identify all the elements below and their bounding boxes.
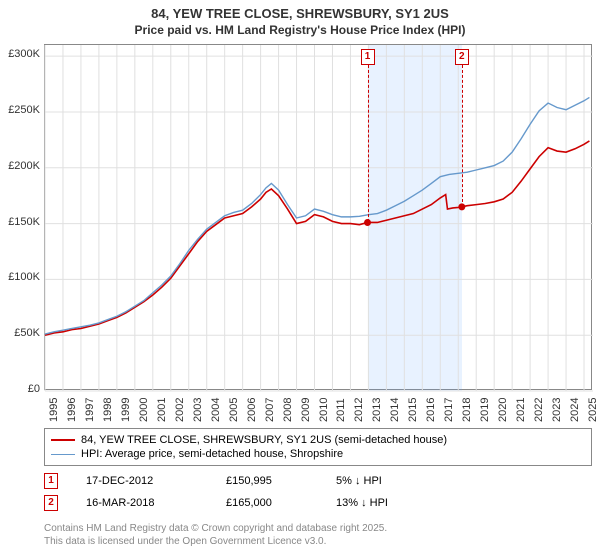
sale-diff: 5% ↓ HPI — [336, 475, 436, 487]
ytick-label: £250K — [0, 104, 40, 116]
ytick-label: £50K — [0, 327, 40, 339]
chart-marker-line — [462, 65, 463, 207]
ytick-label: £200K — [0, 160, 40, 172]
xtick-label: 2017 — [443, 398, 455, 422]
legend-label: 84, YEW TREE CLOSE, SHREWSBURY, SY1 2US … — [81, 434, 447, 446]
xtick-label: 2001 — [156, 398, 168, 422]
xtick-label: 2010 — [318, 398, 330, 422]
legend-item: 84, YEW TREE CLOSE, SHREWSBURY, SY1 2US … — [51, 433, 585, 447]
xtick-label: 2014 — [389, 398, 401, 422]
xtick-label: 2011 — [335, 398, 347, 422]
xtick-label: 2022 — [533, 398, 545, 422]
title-line2: Price paid vs. HM Land Registry's House … — [0, 23, 600, 39]
xtick-label: 2016 — [425, 398, 437, 422]
legend-swatch — [51, 454, 75, 455]
sale-diff: 13% ↓ HPI — [336, 497, 436, 509]
sale-date: 17-DEC-2012 — [86, 475, 226, 487]
sale-date: 16-MAR-2018 — [86, 497, 226, 509]
xtick-label: 2009 — [300, 398, 312, 422]
xtick-label: 2006 — [246, 398, 258, 422]
ytick-label: £300K — [0, 48, 40, 60]
xtick-label: 2021 — [515, 398, 527, 422]
xtick-label: 1996 — [66, 398, 78, 422]
xtick-label: 2005 — [228, 398, 240, 422]
sale-marker: 1 — [44, 473, 58, 489]
title-line1: 84, YEW TREE CLOSE, SHREWSBURY, SY1 2US — [0, 0, 600, 23]
legend-label: HPI: Average price, semi-detached house,… — [81, 448, 343, 460]
xtick-label: 2020 — [497, 398, 509, 422]
legend-item: HPI: Average price, semi-detached house,… — [51, 447, 585, 461]
xtick-label: 1999 — [120, 398, 132, 422]
xtick-label: 2004 — [210, 398, 222, 422]
legend-box: 84, YEW TREE CLOSE, SHREWSBURY, SY1 2US … — [44, 428, 592, 466]
ytick-label: £100K — [0, 271, 40, 283]
xtick-label: 1998 — [102, 398, 114, 422]
xtick-label: 1997 — [84, 398, 96, 422]
xtick-label: 2012 — [353, 398, 365, 422]
xtick-label: 2023 — [551, 398, 563, 422]
sale-price: £165,000 — [226, 497, 336, 509]
legend-swatch — [51, 439, 75, 441]
chart-marker: 1 — [361, 49, 375, 65]
xtick-label: 2015 — [407, 398, 419, 422]
sale-marker: 2 — [44, 495, 58, 511]
xtick-label: 2024 — [569, 398, 581, 422]
xtick-label: 2019 — [479, 398, 491, 422]
footer-line2: This data is licensed under the Open Gov… — [44, 535, 387, 548]
sale-row: 2 16-MAR-2018£165,00013% ↓ HPI — [44, 492, 592, 514]
footer-attribution: Contains HM Land Registry data © Crown c… — [44, 522, 387, 548]
chart-plot-area: 12 — [44, 44, 592, 390]
ytick-label: £0 — [0, 383, 40, 395]
chart-marker-line — [368, 65, 369, 222]
sale-price: £150,995 — [226, 475, 336, 487]
xtick-label: 2013 — [371, 398, 383, 422]
xtick-label: 2018 — [461, 398, 473, 422]
xtick-label: 2025 — [587, 398, 599, 422]
series-price_paid — [45, 141, 589, 335]
ytick-label: £150K — [0, 216, 40, 228]
xtick-label: 2003 — [192, 398, 204, 422]
xtick-label: 2002 — [174, 398, 186, 422]
footer-line1: Contains HM Land Registry data © Crown c… — [44, 522, 387, 535]
xtick-label: 2007 — [264, 398, 276, 422]
xtick-label: 1995 — [48, 398, 60, 422]
sale-row: 1 17-DEC-2012£150,9955% ↓ HPI — [44, 470, 592, 492]
xtick-label: 2000 — [138, 398, 150, 422]
xtick-label: 2008 — [282, 398, 294, 422]
sales-table: 1 17-DEC-2012£150,9955% ↓ HPI 2 16-MAR-2018… — [44, 470, 592, 514]
chart-marker: 2 — [455, 49, 469, 65]
chart-svg — [45, 45, 593, 391]
